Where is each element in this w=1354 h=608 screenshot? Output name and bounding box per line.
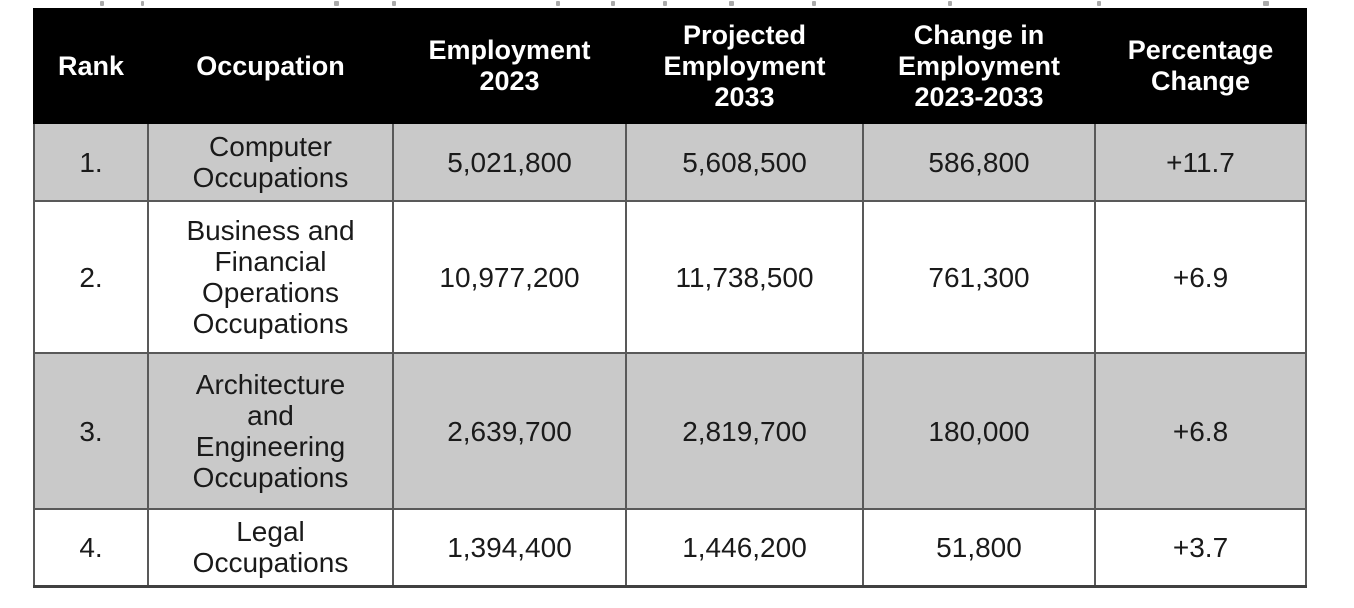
occupation-text: Legal Occupations [192,516,349,579]
table-row-architecture-engineering: 3. Architecture and Engineering Occupati… [33,352,1307,510]
column-header-occupation: Occupation [147,8,394,124]
occupation-text: Architecture and Engineering Occupations [192,369,349,493]
projected-employment-2033-cell: 2,819,700 [625,352,864,510]
table-row-computer-occupations: 1. Computer Occupations 5,021,800 5,608,… [33,122,1307,202]
occupation-text: Computer Occupations [192,131,349,193]
change-in-employment-cell: 51,800 [862,508,1096,588]
occupation-cell: Architecture and Engineering Occupations [147,352,394,510]
change-in-employment-cell: 180,000 [862,352,1096,510]
projected-employment-2033-cell: 11,738,500 [625,200,864,354]
column-header-change-in-employment: Change in Employment 2023-2033 [862,8,1096,124]
column-header-rank: Rank [33,8,149,124]
change-in-employment-cell: 586,800 [862,122,1096,202]
projected-employment-2033-cell: 5,608,500 [625,122,864,202]
employment-2023-cell: 1,394,400 [392,508,627,588]
rank-cell: 1. [33,122,149,202]
table-row-legal-occupations: 4. Legal Occupations 1,394,400 1,446,200… [33,508,1307,588]
header-row: Rank Occupation Employment 2023 Projecte… [33,8,1307,124]
occupation-cell: Business and Financial Operations Occupa… [147,200,394,354]
percentage-change-cell: +3.7 [1094,508,1307,588]
rank-cell: 2. [33,200,149,354]
employment-projections-table: Rank Occupation Employment 2023 Projecte… [33,8,1307,588]
projected-employment-2033-cell: 1,446,200 [625,508,864,588]
occupation-cell: Legal Occupations [147,508,394,588]
column-header-percentage-change: Percentage Change [1094,8,1307,124]
percentage-change-cell: +6.8 [1094,352,1307,510]
table-body: 1. Computer Occupations 5,021,800 5,608,… [33,122,1307,588]
column-header-projected-employment-2033: Projected Employment 2033 [625,8,864,124]
cropped-title-remnant [0,0,1354,7]
table-row-business-financial: 2. Business and Financial Operations Occ… [33,200,1307,354]
occupation-cell: Computer Occupations [147,122,394,202]
employment-2023-cell: 10,977,200 [392,200,627,354]
percentage-change-cell: +11.7 [1094,122,1307,202]
employment-2023-cell: 5,021,800 [392,122,627,202]
rank-cell: 3. [33,352,149,510]
column-header-employment-2023: Employment 2023 [392,8,627,124]
table-header: Rank Occupation Employment 2023 Projecte… [33,8,1307,124]
percentage-change-cell: +6.9 [1094,200,1307,354]
occupation-text: Business and Financial Operations Occupa… [186,215,355,339]
employment-2023-cell: 2,639,700 [392,352,627,510]
change-in-employment-cell: 761,300 [862,200,1096,354]
rank-cell: 4. [33,508,149,588]
